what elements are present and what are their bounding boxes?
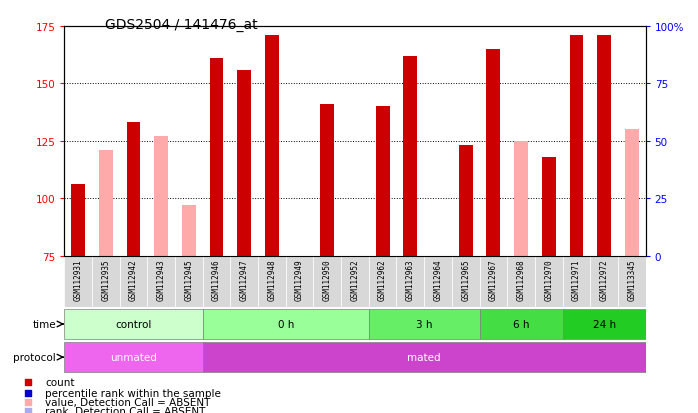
Bar <box>258 256 285 308</box>
Text: GSM112962: GSM112962 <box>378 259 387 300</box>
Bar <box>341 256 369 308</box>
Bar <box>202 342 646 372</box>
Text: GSM112948: GSM112948 <box>267 259 276 300</box>
Text: GSM112970: GSM112970 <box>544 259 554 300</box>
Bar <box>591 256 618 308</box>
Text: value, Detection Call = ABSENT: value, Detection Call = ABSENT <box>45 397 211 407</box>
Bar <box>563 256 591 308</box>
Bar <box>487 50 500 256</box>
Text: 24 h: 24 h <box>593 319 616 329</box>
Bar <box>542 157 556 256</box>
Bar <box>563 309 646 339</box>
Text: GSM112972: GSM112972 <box>600 259 609 300</box>
Text: GSM112947: GSM112947 <box>239 259 248 300</box>
Bar <box>313 256 341 308</box>
Bar <box>396 256 424 308</box>
Text: 3 h: 3 h <box>416 319 432 329</box>
Text: 0 h: 0 h <box>278 319 294 329</box>
Text: GSM112971: GSM112971 <box>572 259 581 300</box>
Bar <box>514 141 528 256</box>
Bar <box>230 256 258 308</box>
Point <box>22 389 34 396</box>
Bar <box>369 309 480 339</box>
Text: GSM112946: GSM112946 <box>212 259 221 300</box>
Text: GSM112950: GSM112950 <box>322 259 332 300</box>
Bar <box>265 36 279 256</box>
Bar <box>64 256 92 308</box>
Text: mated: mated <box>408 352 441 362</box>
Text: GSM112943: GSM112943 <box>156 259 165 300</box>
Text: GDS2504 / 141476_at: GDS2504 / 141476_at <box>105 18 258 32</box>
Bar <box>480 256 507 308</box>
Bar <box>64 342 202 372</box>
Bar <box>119 256 147 308</box>
Text: GSM112935: GSM112935 <box>101 259 110 300</box>
Text: GSM112968: GSM112968 <box>517 259 526 300</box>
Text: count: count <box>45 377 75 387</box>
Bar <box>369 256 396 308</box>
Bar <box>92 256 119 308</box>
Bar <box>154 137 168 256</box>
Bar <box>202 309 369 339</box>
Bar <box>285 256 313 308</box>
Text: unmated: unmated <box>110 352 157 362</box>
Text: percentile rank within the sample: percentile rank within the sample <box>45 388 221 398</box>
Text: GSM112964: GSM112964 <box>433 259 443 300</box>
Bar <box>147 256 175 308</box>
Text: GSM112945: GSM112945 <box>184 259 193 300</box>
Bar <box>182 206 195 256</box>
Text: GSM112967: GSM112967 <box>489 259 498 300</box>
Text: time: time <box>32 319 56 329</box>
Bar <box>452 256 480 308</box>
Bar <box>480 309 563 339</box>
Bar <box>64 309 202 339</box>
Point <box>22 399 34 405</box>
Bar <box>507 256 535 308</box>
Bar <box>175 256 202 308</box>
Bar <box>126 123 140 256</box>
Bar <box>535 256 563 308</box>
Text: GSM112965: GSM112965 <box>461 259 470 300</box>
Bar <box>424 256 452 308</box>
Bar <box>99 151 112 256</box>
Bar <box>403 57 417 256</box>
Point <box>22 408 34 413</box>
Text: 6 h: 6 h <box>513 319 529 329</box>
Text: rank, Detection Call = ABSENT: rank, Detection Call = ABSENT <box>45 406 206 413</box>
Bar <box>71 185 85 256</box>
Text: GSM113345: GSM113345 <box>628 259 637 300</box>
Bar <box>618 256 646 308</box>
Bar <box>320 105 334 256</box>
Bar <box>237 70 251 256</box>
Bar <box>570 36 584 256</box>
Bar <box>376 107 389 256</box>
Point <box>22 379 34 386</box>
Text: protocol: protocol <box>13 352 56 362</box>
Text: GSM112949: GSM112949 <box>295 259 304 300</box>
Bar <box>459 146 473 256</box>
Bar <box>597 36 611 256</box>
Text: GSM112952: GSM112952 <box>350 259 359 300</box>
Text: control: control <box>115 319 151 329</box>
Bar <box>202 256 230 308</box>
Bar <box>625 130 639 256</box>
Bar <box>209 59 223 256</box>
Text: GSM112963: GSM112963 <box>406 259 415 300</box>
Text: GSM112942: GSM112942 <box>129 259 138 300</box>
Text: GSM112931: GSM112931 <box>73 259 82 300</box>
